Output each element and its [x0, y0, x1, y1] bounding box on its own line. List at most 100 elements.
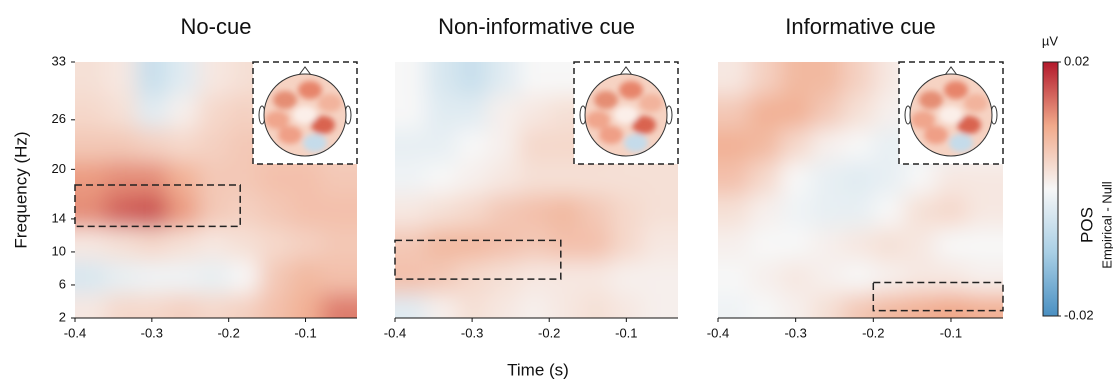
roi-box [394, 239, 562, 280]
x-tick-label: -0.4 [707, 325, 729, 340]
heatmap-cell [395, 95, 427, 129]
heatmap-cell [842, 293, 874, 318]
heatmap-cell [105, 194, 137, 228]
heatmap-cell [167, 293, 199, 318]
x-tick-label: -0.2 [217, 325, 239, 340]
heatmap-cell [167, 227, 199, 261]
heatmap-cell [425, 161, 458, 195]
heatmap-cell [749, 128, 781, 162]
x-tick-label: -0.3 [141, 325, 163, 340]
heatmap-cell [749, 227, 781, 261]
heatmap-cell [425, 95, 458, 129]
topomap [579, 66, 673, 157]
x-tick-label: -0.1 [615, 325, 637, 340]
topomap-outline [263, 73, 347, 157]
x-tick-label: -0.2 [862, 325, 884, 340]
heatmap-cell [904, 260, 936, 294]
heatmap-cell [487, 194, 519, 228]
heatmap-cell [966, 161, 1003, 195]
heatmap-cell [136, 95, 168, 129]
heatmap-cell [75, 227, 107, 261]
heatmap-cell [167, 62, 199, 96]
heatmap-cell [904, 227, 936, 261]
heatmap-cell [610, 293, 643, 318]
x-axis-label: Time (s) [507, 360, 569, 379]
heatmap-cell [549, 293, 581, 318]
heatmap-cell [320, 161, 357, 195]
heatmap-cell [780, 128, 812, 162]
heatmap-cell [873, 227, 905, 261]
heatmap-cell [487, 62, 519, 96]
heatmap-cell [780, 161, 812, 195]
heatmap-cell [456, 128, 489, 162]
heatmap-cell [580, 260, 612, 294]
heatmap-cell [811, 194, 843, 228]
heatmap-cell [105, 62, 137, 96]
heatmap-cell [259, 293, 291, 318]
heatmap-cell [425, 194, 458, 228]
x-tick-label: -0.4 [384, 325, 406, 340]
heatmap-cell [105, 227, 137, 261]
heatmap-cell [487, 161, 519, 195]
heatmap-cell [780, 227, 812, 261]
heatmap-cell [935, 260, 968, 294]
heatmap-cell [811, 161, 843, 195]
heatmap-cell [842, 161, 874, 195]
heatmap-cell [718, 293, 750, 318]
heatmap-cell [456, 227, 489, 261]
heatmap-cell [167, 194, 199, 228]
heatmap-cell [842, 62, 874, 96]
heatmap-cell [487, 260, 519, 294]
heatmap-cell [75, 161, 107, 195]
colorbar-unit: µV [1042, 33, 1058, 48]
heatmap-cell [75, 260, 107, 294]
heatmap-cell [966, 260, 1003, 294]
colorbar [1042, 61, 1059, 317]
heatmap-cell [290, 194, 322, 228]
heatmap-cell [580, 293, 612, 318]
heatmap-cell [811, 260, 843, 294]
y-tick-label: 26 [52, 111, 66, 126]
heatmap-cell [904, 293, 936, 318]
heatmap-cell [105, 128, 137, 162]
heatmap-cell [259, 194, 291, 228]
heatmap-cell [811, 227, 843, 261]
heatmap-cell [395, 194, 427, 228]
panel-title: Informative cue [785, 14, 935, 39]
y-tick-label: 2 [59, 309, 66, 324]
heatmap-cell [425, 260, 458, 294]
heatmap-cell [842, 95, 874, 129]
heatmap-cell [966, 227, 1003, 261]
heatmap-cell [105, 95, 137, 129]
panel-title: Non-informative cue [438, 14, 635, 39]
heatmap-cell [610, 161, 643, 195]
topomap-nose [944, 66, 958, 76]
heatmap-cell [811, 62, 843, 96]
heatmap-cell [136, 161, 168, 195]
heatmap-cell [518, 260, 550, 294]
heatmap-cell [641, 161, 678, 195]
heatmap-cell [610, 260, 643, 294]
heatmap-cell [780, 260, 812, 294]
heatmap-cell [228, 293, 260, 318]
heatmap-cell [935, 227, 968, 261]
heatmap-cell [966, 194, 1003, 228]
colorbar-tick-label: 0.02 [1064, 53, 1089, 68]
heatmap-cell [456, 95, 489, 129]
topomap [904, 66, 998, 157]
heatmap-cell [518, 128, 550, 162]
heatmap-cell [75, 194, 107, 228]
x-tick-label: -0.4 [64, 325, 86, 340]
heatmap-cell [518, 95, 550, 129]
heatmap-cell [197, 227, 230, 261]
heatmap-cell [136, 128, 168, 162]
heatmap-cell [718, 128, 750, 162]
topomap-nose [298, 66, 312, 76]
y-tick-label: 14 [52, 210, 66, 225]
heatmap-cells [75, 62, 357, 318]
heatmap-cell [75, 128, 107, 162]
heatmap-cell [197, 194, 230, 228]
topomap-outline [909, 73, 993, 157]
topomap-fill [585, 74, 667, 156]
